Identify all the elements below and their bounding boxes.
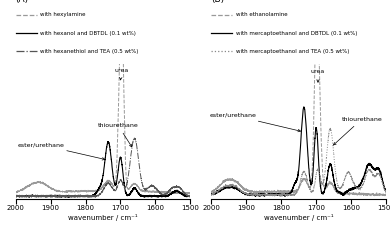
- Text: urea: urea: [114, 68, 128, 80]
- Text: ester/urethane: ester/urethane: [18, 142, 105, 160]
- Text: thiourethane: thiourethane: [98, 123, 138, 147]
- Text: urea: urea: [311, 69, 325, 82]
- X-axis label: wavenumber / cm⁻¹: wavenumber / cm⁻¹: [68, 214, 138, 221]
- Text: with hexanethiol and TEA (0.5 wt%): with hexanethiol and TEA (0.5 wt%): [40, 49, 138, 54]
- Text: with ethanolamine: with ethanolamine: [236, 12, 287, 17]
- Text: with mercaptoethanol and DBTDL (0.1 wt%): with mercaptoethanol and DBTDL (0.1 wt%): [236, 31, 357, 36]
- Text: ester/urethane: ester/urethane: [210, 113, 301, 132]
- Text: thiourethane: thiourethane: [333, 117, 382, 145]
- X-axis label: wavenumber / cm⁻¹: wavenumber / cm⁻¹: [264, 214, 333, 221]
- Text: with mercaptoethanol and TEA (0.5 wt%): with mercaptoethanol and TEA (0.5 wt%): [236, 49, 349, 54]
- Text: with hexanol and DBTDL (0.1 wt%): with hexanol and DBTDL (0.1 wt%): [40, 31, 136, 36]
- Text: (B): (B): [211, 0, 225, 4]
- Text: (A): (A): [16, 0, 29, 4]
- Text: with hexylamine: with hexylamine: [40, 12, 85, 17]
